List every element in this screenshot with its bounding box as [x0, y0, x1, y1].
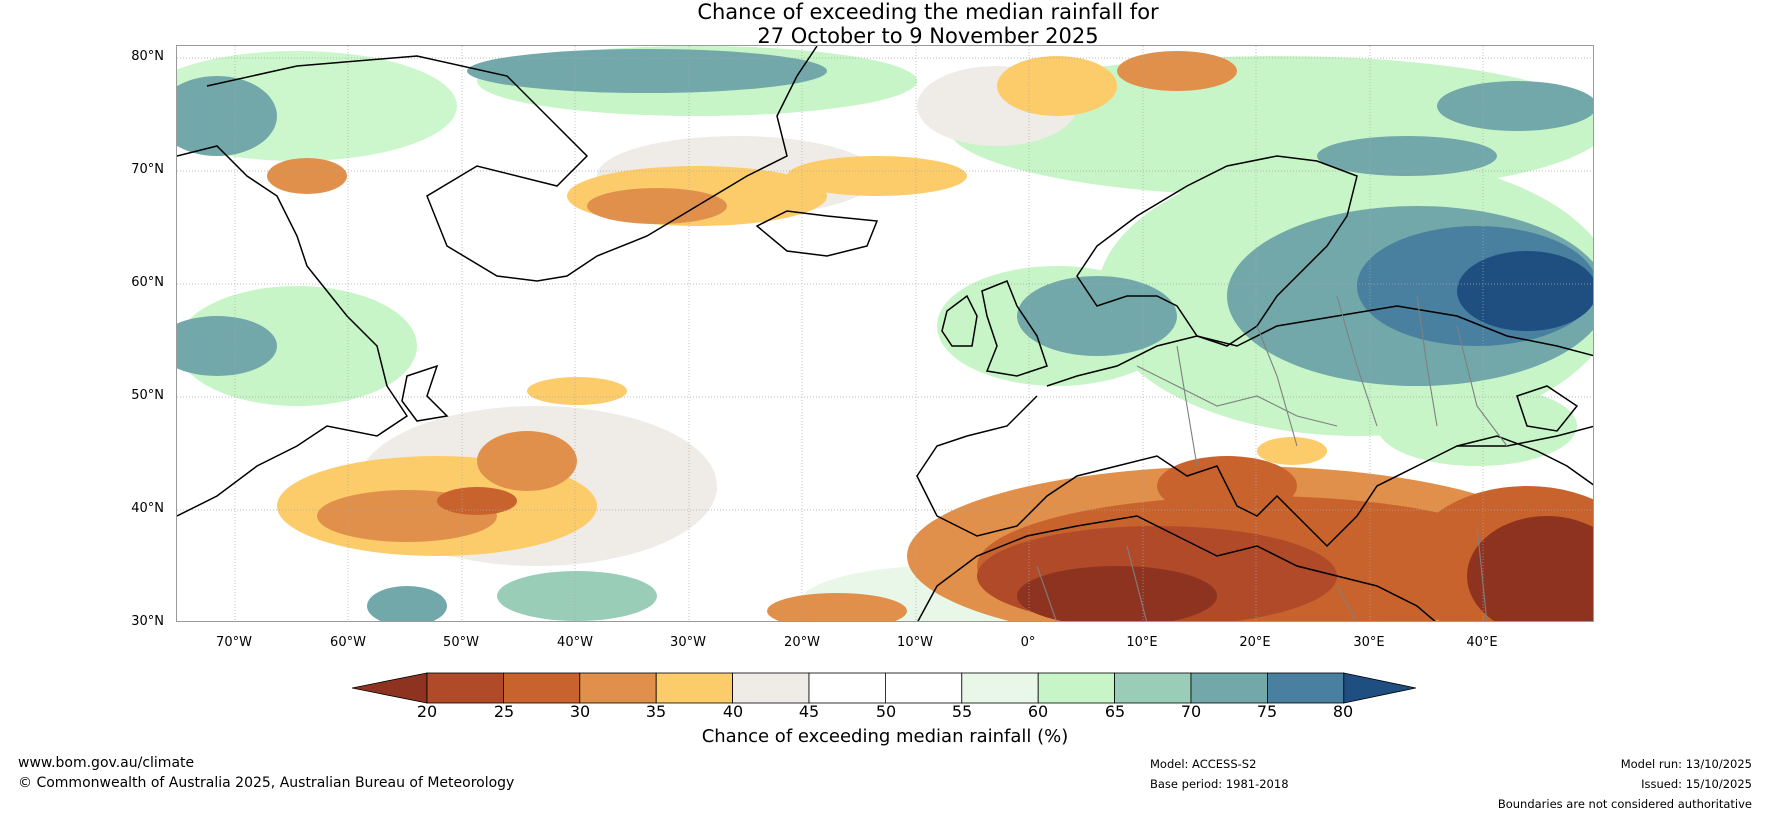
- lon-label-30e: 30°E: [1353, 635, 1385, 650]
- colorbar-tick-80: 80: [1332, 702, 1354, 721]
- graticule: [177, 46, 1593, 621]
- title-line-2: 27 October to 9 November 2025: [757, 24, 1099, 48]
- lat-label-50n: 50°N: [131, 388, 164, 403]
- lat-label-60n: 60°N: [131, 275, 164, 290]
- lon-label-20w: 20°W: [784, 635, 820, 650]
- colorbar-segment: [1114, 672, 1192, 704]
- lon-label-70w: 70°W: [216, 635, 252, 650]
- rainfall-map: [176, 45, 1594, 622]
- footer-model: Model: ACCESS-S2: [1150, 757, 1257, 771]
- colorbar-segment: [655, 672, 734, 704]
- colorbar-segment: [1037, 672, 1116, 704]
- black-sea-coast: [1456, 435, 1593, 486]
- colorbar-segment: [579, 672, 657, 704]
- colorbar-tick-25: 25: [493, 702, 515, 721]
- newfoundland-coast: [401, 364, 449, 422]
- map-title: Chance of exceeding the median rainfall …: [0, 0, 1770, 48]
- colorbar-tick-45: 45: [798, 702, 820, 721]
- colorbar-segment: [732, 672, 810, 704]
- lon-label-60w: 60°W: [330, 635, 366, 650]
- iceland-coast: [755, 210, 879, 257]
- colorbar-tick-40: 40: [722, 702, 744, 721]
- country-borders: [1036, 295, 1508, 621]
- footer-website: www.bom.gov.au/climate: [18, 755, 195, 771]
- footer-base-period: Base period: 1981-2018: [1150, 777, 1289, 791]
- colorbar-segment: [961, 672, 1039, 704]
- lon-label-50w: 50°W: [443, 635, 479, 650]
- colorbar-tick-70: 70: [1180, 702, 1202, 721]
- colorbar-segment: [885, 672, 963, 704]
- colorbar-extend-high: [1343, 672, 1416, 704]
- lat-label-70n: 70°N: [131, 162, 164, 177]
- britain-coast: [981, 280, 1048, 377]
- lon-label-40w: 40°W: [557, 635, 593, 650]
- colorbar-segment: [502, 672, 581, 704]
- colorbar-tick-75: 75: [1256, 702, 1278, 721]
- lon-label-0: 0°: [1020, 635, 1036, 650]
- greenland-coast: [206, 46, 818, 282]
- colorbar-tick-30: 30: [569, 702, 591, 721]
- title-line-1: Chance of exceeding the median rainfall …: [697, 0, 1159, 24]
- map-canvas: [177, 46, 1593, 621]
- footer-model-run: Model run: 13/10/2025: [1620, 757, 1752, 771]
- footer-disclaimer: Boundaries are not considered authoritat…: [1497, 797, 1752, 811]
- colorbar-label: Chance of exceeding median rainfall (%): [701, 726, 1069, 747]
- lat-label-30n: 30°N: [131, 614, 164, 629]
- lat-label-80n: 80°N: [131, 49, 164, 64]
- lon-label-10e: 10°E: [1126, 635, 1158, 650]
- lat-label-40n: 40°N: [131, 501, 164, 516]
- lon-label-30w: 30°W: [670, 635, 706, 650]
- scandinavia-coast: [1076, 155, 1358, 347]
- coastlines: [177, 46, 1593, 621]
- black-sea-outline: [1516, 385, 1579, 432]
- colorbar-extend-low: [352, 672, 428, 704]
- colorbar-segment: [426, 672, 504, 704]
- north-europe-coast: [1046, 305, 1593, 387]
- colorbar-tick-20: 20: [416, 702, 438, 721]
- north-america-coast: [177, 145, 409, 517]
- footer-copyright: © Commonwealth of Australia 2025, Austra…: [18, 775, 515, 791]
- lon-label-10w: 10°W: [897, 635, 933, 650]
- colorbar-tick-60: 60: [1027, 702, 1049, 721]
- colorbar-tick-55: 55: [951, 702, 973, 721]
- lon-label-20e: 20°E: [1239, 635, 1271, 650]
- colorbar: [352, 672, 1416, 704]
- mediterranean-north-coast: [916, 395, 1593, 548]
- footer-issued: Issued: 15/10/2025: [1641, 777, 1752, 791]
- colorbar-tick-35: 35: [645, 702, 667, 721]
- colorbar-segment: [808, 672, 886, 704]
- ireland-coast: [941, 294, 978, 347]
- lon-label-40e: 40°E: [1466, 635, 1498, 650]
- colorbar-segment: [1190, 672, 1268, 704]
- colorbar-tick-65: 65: [1104, 702, 1126, 721]
- north-africa-coast: [917, 515, 1436, 621]
- colorbar-tick-50: 50: [875, 702, 897, 721]
- colorbar-segment: [1267, 672, 1345, 704]
